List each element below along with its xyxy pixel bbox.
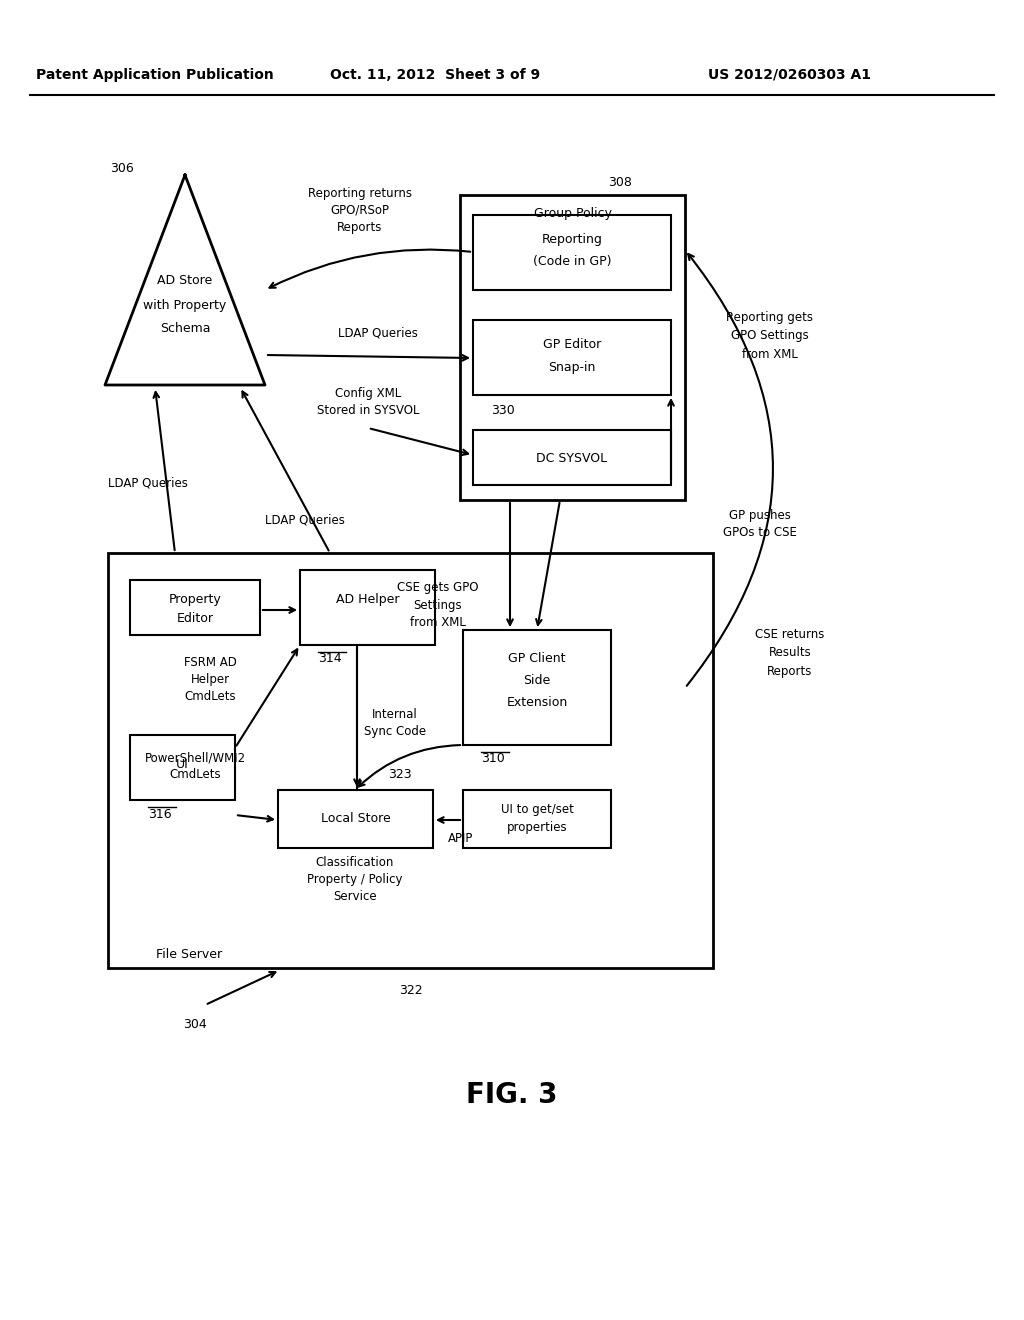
- Text: Property / Policy: Property / Policy: [307, 873, 402, 886]
- Text: AD Helper: AD Helper: [336, 594, 399, 606]
- Text: properties: properties: [507, 821, 567, 834]
- Text: 314: 314: [318, 652, 342, 665]
- Bar: [473, 430, 671, 484]
- Text: 304: 304: [183, 1019, 207, 1031]
- Text: GPOs to CSE: GPOs to CSE: [723, 527, 797, 540]
- Text: Classification: Classification: [315, 855, 394, 869]
- Text: 322: 322: [398, 983, 422, 997]
- Bar: [108, 553, 713, 968]
- Bar: [130, 579, 260, 635]
- Text: Results: Results: [769, 647, 811, 660]
- Bar: [130, 735, 234, 800]
- Text: Sync Code: Sync Code: [364, 726, 426, 738]
- Bar: [460, 195, 685, 500]
- Bar: [278, 789, 433, 847]
- Text: 330: 330: [490, 404, 515, 417]
- Text: Reporting gets: Reporting gets: [726, 312, 813, 325]
- Text: 323: 323: [388, 768, 412, 781]
- Text: File Server: File Server: [156, 948, 222, 961]
- Text: 308: 308: [608, 176, 632, 189]
- Bar: [300, 570, 435, 645]
- Text: Reports: Reports: [337, 220, 383, 234]
- Bar: [473, 215, 671, 290]
- Text: LDAP Queries: LDAP Queries: [265, 513, 345, 527]
- Text: LDAP Queries: LDAP Queries: [338, 326, 418, 339]
- Text: PowerShell/WMI2: PowerShell/WMI2: [144, 751, 246, 764]
- Text: from XML: from XML: [410, 615, 466, 628]
- Text: GPO/RSoP: GPO/RSoP: [331, 203, 389, 216]
- Text: Side: Side: [523, 673, 551, 686]
- Text: from XML: from XML: [742, 347, 798, 360]
- Text: CmdLets: CmdLets: [184, 690, 236, 704]
- Text: GP Client: GP Client: [508, 652, 565, 664]
- Text: (Code in GP): (Code in GP): [532, 256, 611, 268]
- Text: Local Store: Local Store: [321, 813, 390, 825]
- Text: Settings: Settings: [414, 598, 462, 611]
- Text: Property: Property: [169, 594, 221, 606]
- Bar: [463, 630, 611, 744]
- Text: 316: 316: [148, 808, 172, 821]
- Text: FIG. 3: FIG. 3: [466, 1081, 558, 1109]
- Text: CSE gets GPO: CSE gets GPO: [397, 582, 479, 594]
- Text: Oct. 11, 2012  Sheet 3 of 9: Oct. 11, 2012 Sheet 3 of 9: [330, 69, 540, 82]
- Text: Reporting: Reporting: [542, 234, 602, 247]
- Text: Stored in SYSVOL: Stored in SYSVOL: [316, 404, 419, 417]
- Text: Editor: Editor: [176, 611, 213, 624]
- Text: FSRM AD: FSRM AD: [183, 656, 237, 669]
- Text: GPO Settings: GPO Settings: [731, 330, 809, 342]
- Text: Patent Application Publication: Patent Application Publication: [36, 69, 273, 82]
- Text: Extension: Extension: [507, 696, 567, 709]
- Text: UI: UI: [176, 759, 188, 771]
- Bar: [463, 789, 611, 847]
- Text: AD Store: AD Store: [158, 273, 213, 286]
- Text: Reporting returns: Reporting returns: [308, 186, 412, 199]
- Text: US 2012/0260303 A1: US 2012/0260303 A1: [709, 69, 871, 82]
- Text: 306: 306: [110, 161, 134, 174]
- Text: DC SYSVOL: DC SYSVOL: [537, 451, 607, 465]
- Text: GP pushes: GP pushes: [729, 508, 791, 521]
- Text: 310: 310: [481, 752, 505, 766]
- Text: Snap-in: Snap-in: [548, 360, 596, 374]
- Text: CmdLets: CmdLets: [169, 768, 221, 781]
- Text: APIP: APIP: [449, 832, 473, 845]
- Text: Group Policy: Group Policy: [534, 206, 611, 219]
- Polygon shape: [105, 176, 265, 385]
- Text: Service: Service: [333, 890, 377, 903]
- Text: with Property: with Property: [143, 298, 226, 312]
- Text: CSE returns: CSE returns: [756, 628, 824, 642]
- Text: GP Editor: GP Editor: [543, 338, 601, 351]
- Text: Schema: Schema: [160, 322, 210, 334]
- Text: Internal: Internal: [372, 709, 418, 722]
- Text: Config XML: Config XML: [335, 387, 401, 400]
- Text: UI to get/set: UI to get/set: [501, 804, 573, 817]
- Text: LDAP Queries: LDAP Queries: [109, 477, 188, 490]
- Text: Reports: Reports: [767, 664, 813, 677]
- Bar: [473, 319, 671, 395]
- Text: Helper: Helper: [190, 673, 229, 686]
